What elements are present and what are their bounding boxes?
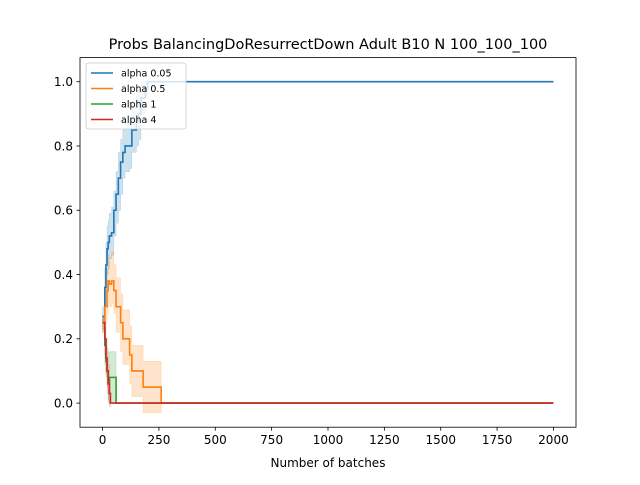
legend-label-alpha-0-05: alpha 0.05 <box>121 68 172 79</box>
y-axis: 0.0 0.2 0.4 0.6 0.8 1.0 <box>54 75 80 410</box>
legend-label-alpha-0-5: alpha 0.5 <box>121 84 165 95</box>
x-axis: 0 250 500 750 1000 1250 1500 1750 2000 <box>99 427 569 447</box>
x-tick-label: 0 <box>99 433 107 447</box>
x-tick-label: 750 <box>260 433 283 447</box>
legend-box <box>85 62 187 130</box>
legend: alpha 0.05 alpha 0.5 alpha 1 alpha 4 <box>85 62 187 130</box>
x-tick-label: 250 <box>147 433 170 447</box>
x-tick-label: 2000 <box>538 433 569 447</box>
series-line-alpha-0-5 <box>102 280 554 404</box>
y-tick-label: 0.4 <box>54 268 73 282</box>
y-tick-label: 0.6 <box>54 204 73 218</box>
band-alpha-0-5 <box>102 251 554 413</box>
legend-label-alpha-4: alpha 4 <box>121 115 156 126</box>
y-tick-label: 0.2 <box>54 332 73 346</box>
series-line-alpha-4 <box>102 321 554 404</box>
x-tick-label: 1250 <box>369 433 400 447</box>
y-tick-label: 0.0 <box>54 396 73 410</box>
x-tick-label: 500 <box>204 433 227 447</box>
legend-label-alpha-1: alpha 1 <box>121 99 156 110</box>
y-tick-label: 1.0 <box>54 75 73 89</box>
x-tick-label: 1000 <box>313 433 344 447</box>
x-axis-label: Number of batches <box>271 456 386 470</box>
chart-title: Probs BalancingDoResurrectDown Adult B10… <box>109 37 548 53</box>
x-tick-label: 1750 <box>482 433 513 447</box>
x-tick-label: 1500 <box>425 433 456 447</box>
y-tick-label: 0.8 <box>54 139 73 153</box>
